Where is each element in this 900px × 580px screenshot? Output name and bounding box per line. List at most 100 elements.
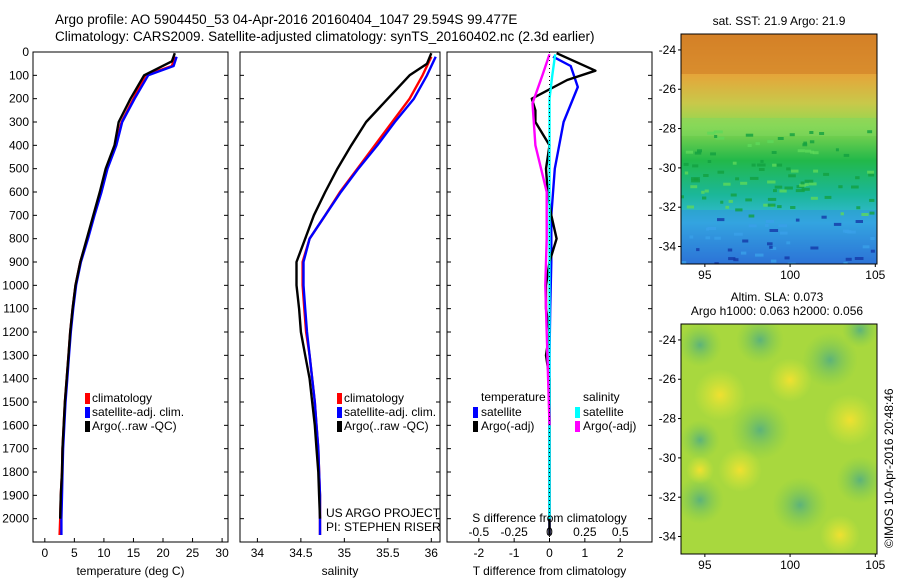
- sst-texture: [681, 261, 687, 264]
- sst-texture: [751, 163, 756, 167]
- series-line-satellite-adj-clim-: [302, 56, 437, 535]
- series-line-argo-raw-qc-: [295, 52, 433, 519]
- sst-texture: [773, 189, 777, 193]
- sst-texture: [786, 241, 791, 245]
- y-tick-label: 900: [9, 255, 29, 269]
- y-tick-label: 1800: [2, 465, 29, 479]
- sst-texture: [714, 135, 718, 138]
- x-top-axis-label: S difference from climatology: [472, 511, 627, 525]
- lat-tick-label: -28: [659, 122, 677, 136]
- sst-texture: [809, 140, 815, 144]
- y-tick-label: 1400: [2, 372, 29, 386]
- sst-texture: [779, 189, 787, 193]
- sla-map-title: Altim. SLA: 0.073: [731, 290, 824, 304]
- sst-texture: [769, 245, 773, 249]
- sst-texture: [804, 179, 814, 183]
- plot-title-line1: Argo profile: AO 5904450_53 04-Apr-2016 …: [55, 12, 518, 27]
- series-line-argo-raw-qc-: [59, 52, 176, 519]
- sla-texture: [802, 332, 858, 388]
- y-tick-label: 300: [9, 115, 29, 129]
- legend-label-s-satellite: satellite: [583, 405, 624, 419]
- sst-texture: [691, 179, 700, 183]
- sst-texture: [772, 163, 777, 167]
- sst-texture: [771, 151, 777, 154]
- sst-texture: [809, 131, 814, 134]
- y-tick-label: 100: [9, 68, 29, 82]
- credit-pi: PI: STEPHEN RISER: [326, 520, 441, 534]
- x-tick-label: 34: [251, 546, 265, 560]
- sst-texture: [856, 206, 861, 210]
- legend-swatch-t-satellite: [473, 407, 478, 418]
- legend-swatch-climatology: [337, 393, 342, 404]
- sst-texture: [770, 246, 777, 250]
- sst-texture: [867, 170, 875, 174]
- plot-title-line2: Climatology: CARS2009. Satellite-adjuste…: [55, 29, 595, 44]
- sst-texture: [684, 171, 689, 175]
- legend-swatch-climatology: [85, 393, 90, 404]
- sst-texture: [774, 185, 783, 189]
- sst-texture: [701, 190, 705, 194]
- sst-texture: [840, 212, 844, 216]
- sst-texture: [733, 258, 739, 262]
- panel-temperature: [32, 51, 229, 543]
- legend-label-climatology: climatology: [92, 391, 152, 405]
- sst-texture: [707, 160, 712, 163]
- sla-map: Altim. SLA: 0.073 Argo h1000: 0.063 h200…: [659, 290, 886, 572]
- x-tick-label: 35: [338, 546, 352, 560]
- lon-tick-label: 105: [865, 268, 885, 282]
- lat-tick-label: -32: [659, 490, 677, 504]
- sst-texture: [690, 185, 698, 189]
- sst-texture: [780, 231, 788, 235]
- legend-differences-panel: temperature salinity satellite Argo(-adj…: [473, 390, 636, 433]
- sla-texture: [681, 476, 724, 524]
- y-tick-label: 1500: [2, 395, 29, 409]
- lon-tick-label: 105: [865, 558, 885, 572]
- sst-texture: [767, 242, 773, 246]
- sst-texture: [845, 257, 852, 261]
- y-tick-label: 700: [9, 208, 29, 222]
- x-tick-label: 25: [186, 546, 200, 560]
- x-tick-label: 15: [127, 546, 141, 560]
- x-tick-label: -2: [473, 546, 484, 560]
- sst-texture: [819, 132, 825, 135]
- sst-texture: [740, 251, 747, 255]
- legend-label-t-satellite: satellite: [481, 405, 522, 419]
- sst-texture: [784, 256, 790, 260]
- y-tick-label: 1900: [2, 488, 29, 502]
- x-axis-label: T difference from climatology: [473, 564, 627, 578]
- y-tick-label: 600: [9, 185, 29, 199]
- sst-texture: [757, 163, 766, 167]
- sst-texture: [800, 181, 805, 185]
- sst-texture: [776, 163, 783, 167]
- x-top-tick-label: -0.25: [500, 525, 528, 539]
- x-tick-label: 10: [97, 546, 111, 560]
- lon-tick-label: 95: [698, 558, 712, 572]
- legend-label-climatology: climatology: [344, 391, 404, 405]
- sst-texture: [710, 152, 716, 156]
- lon-tick-label: 100: [780, 268, 800, 282]
- sst-texture: [745, 198, 752, 202]
- sst-texture: [787, 262, 796, 264]
- sst-texture: [755, 142, 760, 146]
- sst-texture: [707, 131, 716, 135]
- sst-texture: [748, 224, 757, 228]
- sst-texture: [732, 161, 737, 165]
- sst-texture: [823, 172, 830, 176]
- series-line-s-argo-adj-: [531, 53, 551, 426]
- sst-texture: [777, 137, 784, 140]
- y-tick-label: 1100: [3, 302, 29, 316]
- legend-label-argo: Argo(..raw -QC): [92, 419, 177, 433]
- y-tick-label: 1000: [2, 278, 29, 292]
- sst-texture: [786, 167, 791, 171]
- sst-texture: [696, 248, 700, 252]
- sst-texture: [808, 182, 817, 186]
- sst-texture: [824, 195, 832, 199]
- sst-texture: [812, 151, 819, 155]
- sst-texture: [847, 230, 856, 234]
- sla-texture: [836, 456, 877, 504]
- sst-texture: [707, 227, 717, 230]
- legend-swatch-argo: [337, 421, 342, 432]
- y-tick-label: 2000: [2, 512, 29, 526]
- y-tick-label: 1600: [2, 418, 29, 432]
- x-tick-label: 0: [546, 546, 553, 560]
